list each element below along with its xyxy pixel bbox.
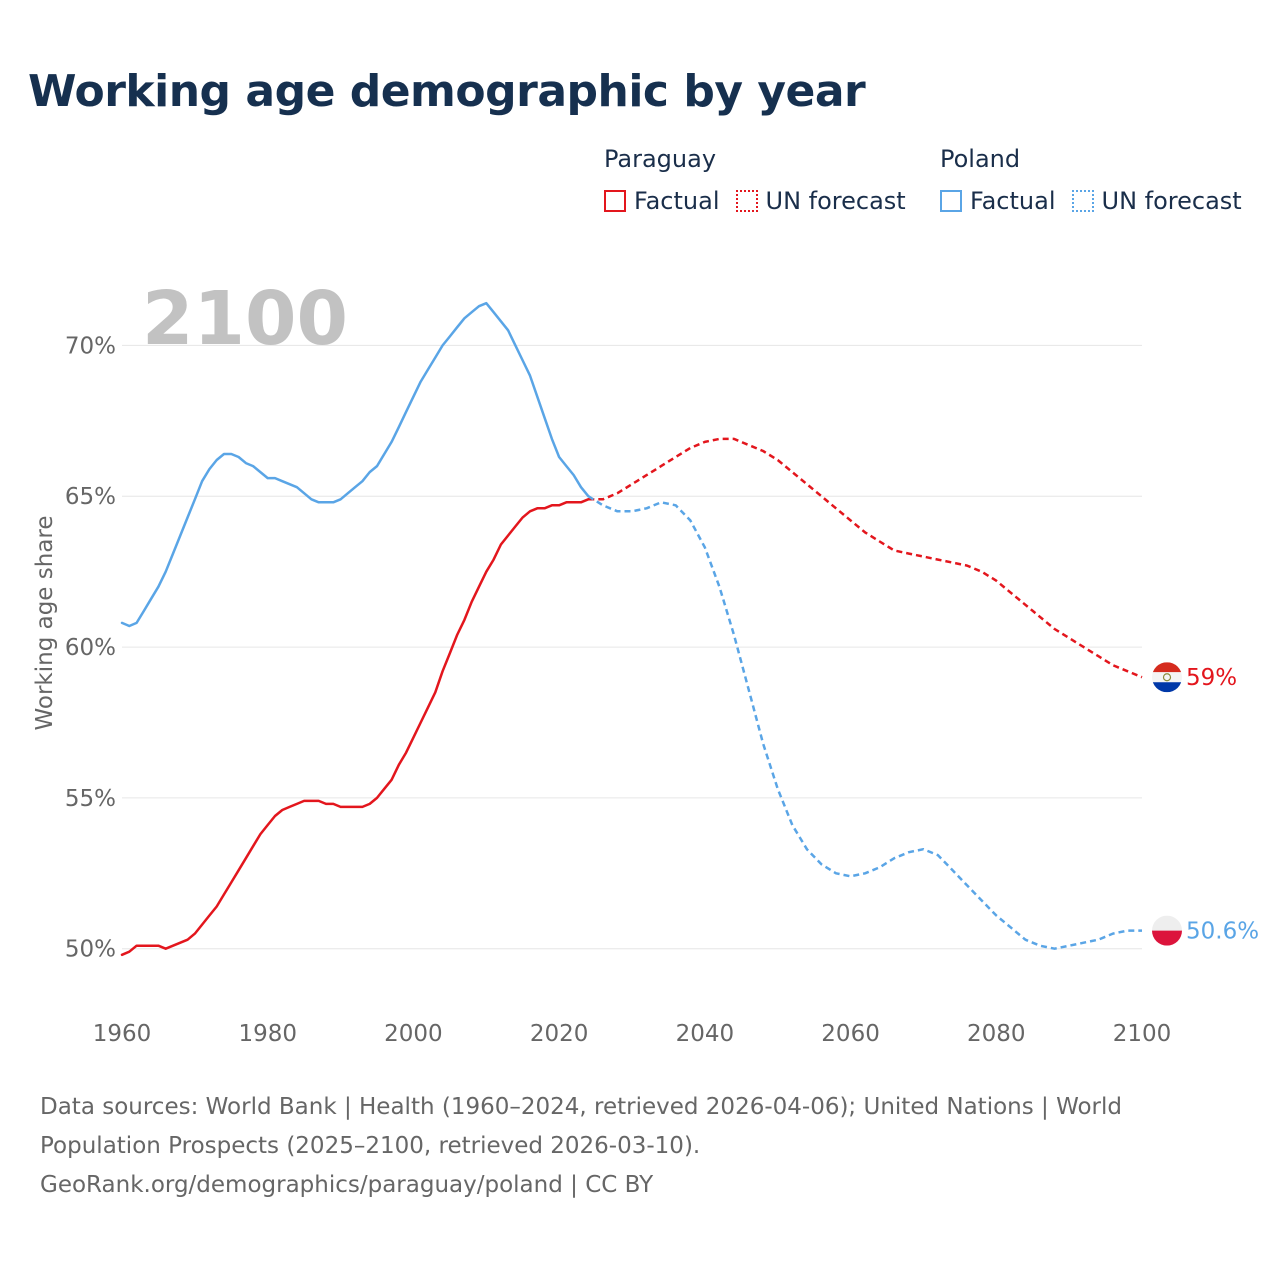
legend-paraguay: Paraguay Factual UN forecast <box>604 145 922 215</box>
end-value-label-poland: 50.6% <box>1186 919 1259 945</box>
legend-swatch-poland-forecast <box>1071 190 1094 212</box>
y-axis-title: Working age share <box>32 515 58 730</box>
chart-title: Working age demographic by year <box>28 66 866 117</box>
flag-poland-icon <box>1152 915 1182 946</box>
series-line-paraguay-forecast[interactable] <box>588 437 1143 679</box>
legend-item-poland-factual[interactable]: Factual <box>940 187 1056 215</box>
x-tick-label-1980: 1980 <box>238 1021 297 1047</box>
x-tick-label-2060: 2060 <box>821 1021 880 1047</box>
y-tick-label-65: 65% <box>65 484 116 510</box>
legend-swatch-paraguay-forecast <box>735 190 758 212</box>
y-tick-label-55: 55% <box>65 786 116 812</box>
footer-link-license[interactable]: GeoRank.org/demographics/paraguay/poland… <box>40 1172 654 1198</box>
series-line-poland-forecast[interactable] <box>587 495 1142 950</box>
x-tick-label-2000: 2000 <box>384 1021 443 1047</box>
legend-country-paraguay: Paraguay <box>604 145 717 173</box>
legend-swatch-paraguay-factual <box>604 190 626 212</box>
footer-sources-line-2: Population Prospects (2025–2100, retriev… <box>40 1133 701 1159</box>
x-tick-label-2040: 2040 <box>676 1021 735 1047</box>
series-lines <box>120 301 1143 957</box>
y-tick-label-70: 70% <box>65 333 116 359</box>
axis-labels: 50% 55% 60% 65% 70% 1960 1980 2000 2020 2040 2060 2… <box>65 333 1171 1047</box>
legend-label-poland-factual: Factual <box>970 187 1056 215</box>
legend-label-poland-forecast: UN forecast <box>1101 187 1242 215</box>
y-tick-label-50: 50% <box>65 937 116 963</box>
end-value-label-paraguay: 59% <box>1186 665 1237 691</box>
x-tick-label-2020: 2020 <box>530 1021 589 1047</box>
grid-lines <box>122 344 1142 950</box>
x-tick-label-1960: 1960 <box>93 1021 152 1047</box>
footer-sources-line-1: Data sources: World Bank | Health (1960–… <box>40 1094 1122 1120</box>
legend-label-paraguay-forecast: UN forecast <box>765 187 906 215</box>
year-label: 2100 <box>142 276 348 362</box>
flag-paraguay-icon <box>1152 662 1182 693</box>
legend-item-paraguay-factual[interactable]: Factual <box>604 187 720 215</box>
line-chart: 2100 50% 55% 60% 65% 70% 1960 1980 2000 2020 2040… <box>32 276 1259 1047</box>
series-line-poland-factual[interactable] <box>120 301 590 628</box>
legend-item-poland-forecast[interactable]: UN forecast <box>1071 187 1242 215</box>
legend-item-paraguay-forecast[interactable]: UN forecast <box>735 187 906 215</box>
x-tick-label-2080: 2080 <box>967 1021 1026 1047</box>
y-tick-label-60: 60% <box>65 635 116 661</box>
legend-swatch-poland-factual <box>940 190 962 212</box>
x-tick-label-2100: 2100 <box>1113 1021 1172 1047</box>
legend-label-paraguay-factual: Factual <box>634 187 720 215</box>
legend-poland: Poland Factual UN forecast <box>940 145 1242 215</box>
legend-country-poland: Poland <box>940 145 1021 173</box>
series-endpoints: 59% 50.6% <box>1152 662 1259 946</box>
data-sources-footer: Data sources: World Bank | Health (1960–… <box>40 1088 1240 1205</box>
series-line-paraguay-factual[interactable] <box>120 498 590 957</box>
